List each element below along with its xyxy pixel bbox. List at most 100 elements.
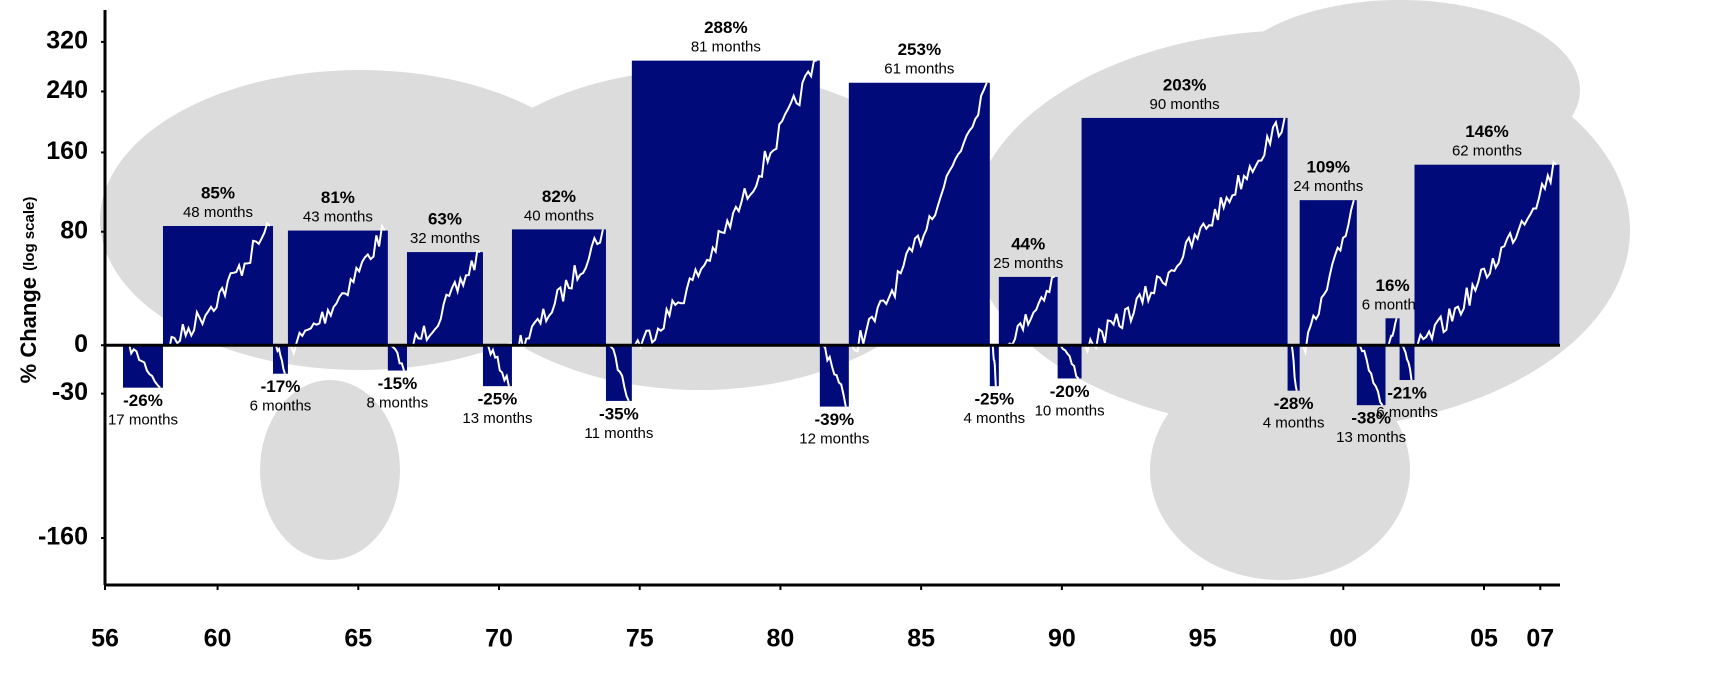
price-trace: [633, 59, 817, 350]
bear-market-bar: [123, 345, 163, 388]
price-trace: [275, 344, 286, 374]
price-trace: [608, 344, 630, 402]
y-axis-title: % Change (log scale): [16, 197, 41, 384]
percent-label: -35%: [599, 404, 639, 423]
x-tick-label: 00: [1329, 625, 1357, 653]
price-trace: [485, 344, 510, 387]
bear-market-bar: [605, 345, 632, 401]
months-label: 25 months: [993, 255, 1063, 272]
x-tick-label: 80: [767, 625, 795, 653]
months-label: 62 months: [1452, 143, 1522, 160]
y-tick-label: 320: [46, 27, 88, 55]
x-tick-label: 65: [344, 625, 372, 653]
months-label: 43 months: [303, 209, 373, 226]
months-label: 13 months: [1336, 429, 1406, 446]
y-tick-label: 0: [74, 330, 88, 358]
months-label: 6 months: [1376, 404, 1438, 421]
months-label: 13 months: [462, 410, 532, 427]
percent-label: 44%: [1011, 234, 1045, 253]
bull-market-bar: [998, 276, 1058, 346]
bull-market-bar: [848, 82, 990, 346]
x-tick-label: 90: [1048, 625, 1076, 653]
x-tick-label: 05: [1470, 625, 1498, 653]
bull-market-bar: [162, 225, 274, 346]
months-label: 17 months: [108, 412, 178, 429]
y-tick-label: -160: [38, 523, 88, 551]
price-trace: [822, 344, 847, 407]
months-label: 24 months: [1293, 178, 1363, 195]
plot-area: 320 240 160 80 0 -30 -160 56 60 65 70 75 80 85 90 95 00 0…: [38, 10, 1560, 653]
months-label: 4 months: [1263, 415, 1325, 432]
percent-label: 81%: [321, 188, 355, 207]
price-trace: [850, 82, 988, 353]
months-label: 40 months: [524, 207, 594, 224]
price-trace: [1387, 318, 1398, 346]
y-axis-label: % Change: [16, 277, 41, 383]
price-trace: [1416, 160, 1558, 346]
percent-label: 288%: [704, 18, 747, 37]
percent-label: 16%: [1376, 276, 1410, 295]
price-trace: [165, 221, 271, 355]
percent-label: 85%: [201, 183, 235, 202]
percent-label: 109%: [1306, 158, 1349, 177]
percent-label: -17%: [261, 377, 301, 396]
months-label: 90 months: [1150, 96, 1220, 113]
percent-label: 253%: [898, 40, 941, 59]
price-trace: [409, 249, 481, 349]
x-tick-label: 60: [204, 625, 232, 653]
percent-label: 63%: [428, 210, 462, 229]
percent-label: -25%: [478, 390, 518, 409]
y-tick-label: 80: [60, 216, 88, 244]
bull-market-bar: [1414, 164, 1560, 346]
months-label: 61 months: [884, 61, 954, 78]
x-tick-label: 85: [907, 625, 935, 653]
x-tick-label: 07: [1526, 625, 1554, 653]
bull-market-bar: [287, 230, 388, 346]
percent-label: 146%: [1465, 122, 1508, 141]
y-tick-label: 160: [46, 137, 88, 165]
price-trace: [125, 338, 161, 389]
bear-market-bar: [1399, 345, 1415, 381]
percent-label: -38%: [1351, 409, 1391, 428]
months-label: 8 months: [367, 395, 429, 412]
price-trace: [289, 222, 386, 357]
price-trace: [991, 345, 997, 387]
y-axis-note: (log scale): [21, 197, 38, 271]
bull-market-bar: [1299, 200, 1357, 346]
bear-market-bar: [387, 345, 407, 371]
months-label: 10 months: [1035, 402, 1105, 419]
percent-label: -25%: [974, 390, 1014, 409]
percent-label: -21%: [1387, 384, 1427, 403]
percent-label: -28%: [1274, 394, 1314, 413]
months-label: 48 months: [183, 204, 253, 221]
price-trace: [1083, 117, 1286, 355]
bull-market-bar: [1081, 117, 1288, 346]
x-tick-label: 75: [626, 625, 654, 653]
percent-label: -26%: [123, 391, 163, 410]
months-label: 32 months: [410, 230, 480, 247]
percent-label: 203%: [1163, 75, 1206, 94]
months-label: 11 months: [584, 425, 653, 442]
x-tick-label: 56: [91, 625, 119, 653]
x-tick-label: 95: [1189, 625, 1217, 653]
months-label: 4 months: [963, 410, 1025, 427]
price-trace: [1401, 344, 1413, 381]
months-label: 81 months: [691, 39, 761, 56]
percent-label: -15%: [378, 374, 418, 393]
bear-market-bar: [1057, 345, 1082, 379]
x-tick-label: 70: [485, 625, 513, 653]
months-label: 6 months: [1362, 296, 1424, 313]
y-tick-label: 240: [46, 76, 88, 104]
months-label: 6 months: [250, 398, 312, 415]
price-trace: [1301, 199, 1355, 357]
price-trace: [1358, 344, 1384, 406]
percent-label: -20%: [1050, 382, 1090, 401]
percent-label: 82%: [542, 187, 576, 206]
months-label: 12 months: [799, 431, 869, 448]
price-trace: [1059, 344, 1080, 380]
y-tick-label: -30: [52, 378, 88, 406]
price-trace: [390, 344, 405, 371]
percent-label: -39%: [814, 410, 854, 429]
bear-market-bar: [273, 345, 288, 374]
